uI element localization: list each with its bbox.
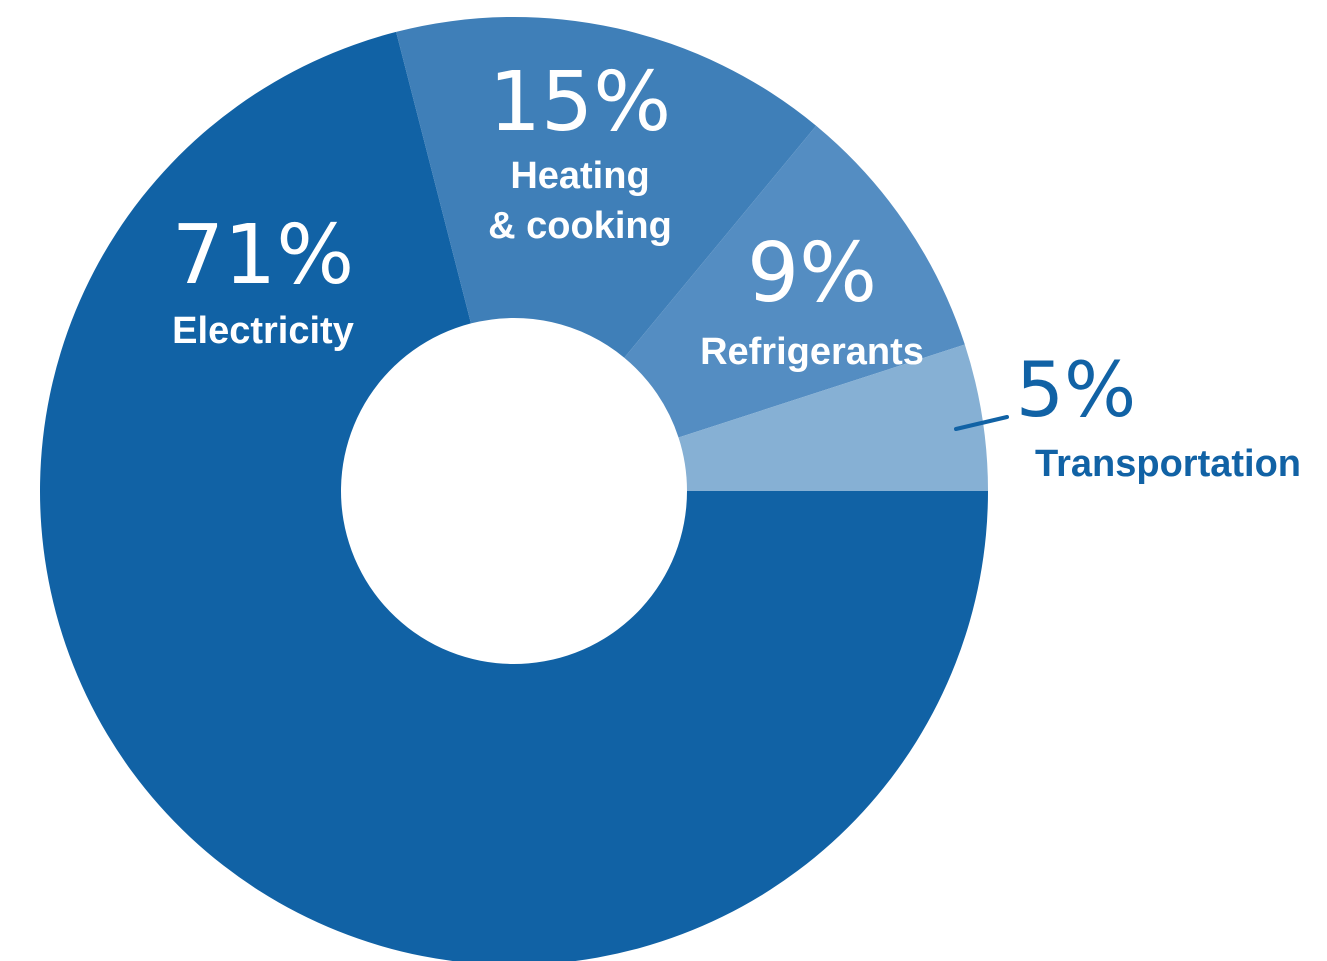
slices-group: [40, 16, 988, 961]
category-label-heating-and-cooking-line-1: Heating: [510, 155, 649, 197]
transportation-leader-line: [954, 415, 1009, 431]
category-label-electricity: Electricity: [172, 310, 354, 352]
category-label-transportation: Transportation: [1035, 443, 1301, 485]
slice-transportation: [678, 344, 988, 491]
labels-group: 71% Electricity 15% Heating & cooking 9% Refri…: [172, 55, 1301, 485]
slice-heating-and-cooking: [396, 16, 817, 358]
value-label-electricity: 71%: [172, 208, 354, 303]
category-label-refrigerants: Refrigerants: [700, 331, 924, 373]
category-label-heating-and-cooking-line-2: & cooking: [488, 205, 672, 247]
slice-refrigerants: [624, 125, 965, 438]
value-label-refrigerants: 9%: [747, 226, 877, 321]
value-label-heating-and-cooking: 15%: [489, 55, 671, 150]
slice-electricity: [40, 31, 988, 961]
value-label-transportation: 5%: [1016, 345, 1137, 434]
